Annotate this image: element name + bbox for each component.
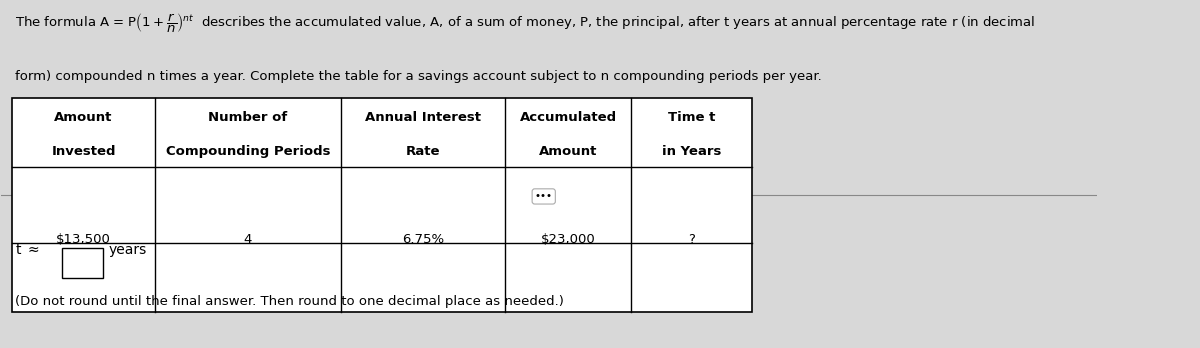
Text: 6.75%: 6.75%	[402, 233, 444, 246]
Text: Accumulated: Accumulated	[520, 111, 617, 124]
Text: t $\approx$: t $\approx$	[14, 243, 40, 257]
Text: in Years: in Years	[662, 145, 721, 158]
Text: $13,500: $13,500	[56, 233, 110, 246]
Text: Amount: Amount	[54, 111, 113, 124]
Text: Invested: Invested	[52, 145, 116, 158]
Text: years: years	[109, 243, 148, 257]
Text: ?: ?	[688, 233, 695, 246]
Text: 4: 4	[244, 233, 252, 246]
Text: Compounding Periods: Compounding Periods	[166, 145, 330, 158]
Text: The formula A = P$\left(1+\dfrac{r}{n}\right)^{nt}$  describes the accumulated v: The formula A = P$\left(1+\dfrac{r}{n}\r…	[14, 12, 1034, 35]
Text: Rate: Rate	[406, 145, 440, 158]
Text: •••: •••	[535, 191, 553, 201]
Text: (Do not round until the final answer. Then round to one decimal place as needed.: (Do not round until the final answer. Th…	[14, 295, 564, 308]
Text: form) compounded n times a year. Complete the table for a savings account subjec: form) compounded n times a year. Complet…	[14, 70, 821, 84]
Text: Time t: Time t	[668, 111, 715, 124]
Text: Annual Interest: Annual Interest	[365, 111, 481, 124]
Text: Number of: Number of	[209, 111, 288, 124]
Bar	[61, 248, 103, 278]
Text: $23,000: $23,000	[541, 233, 595, 246]
Text: Amount: Amount	[539, 145, 598, 158]
